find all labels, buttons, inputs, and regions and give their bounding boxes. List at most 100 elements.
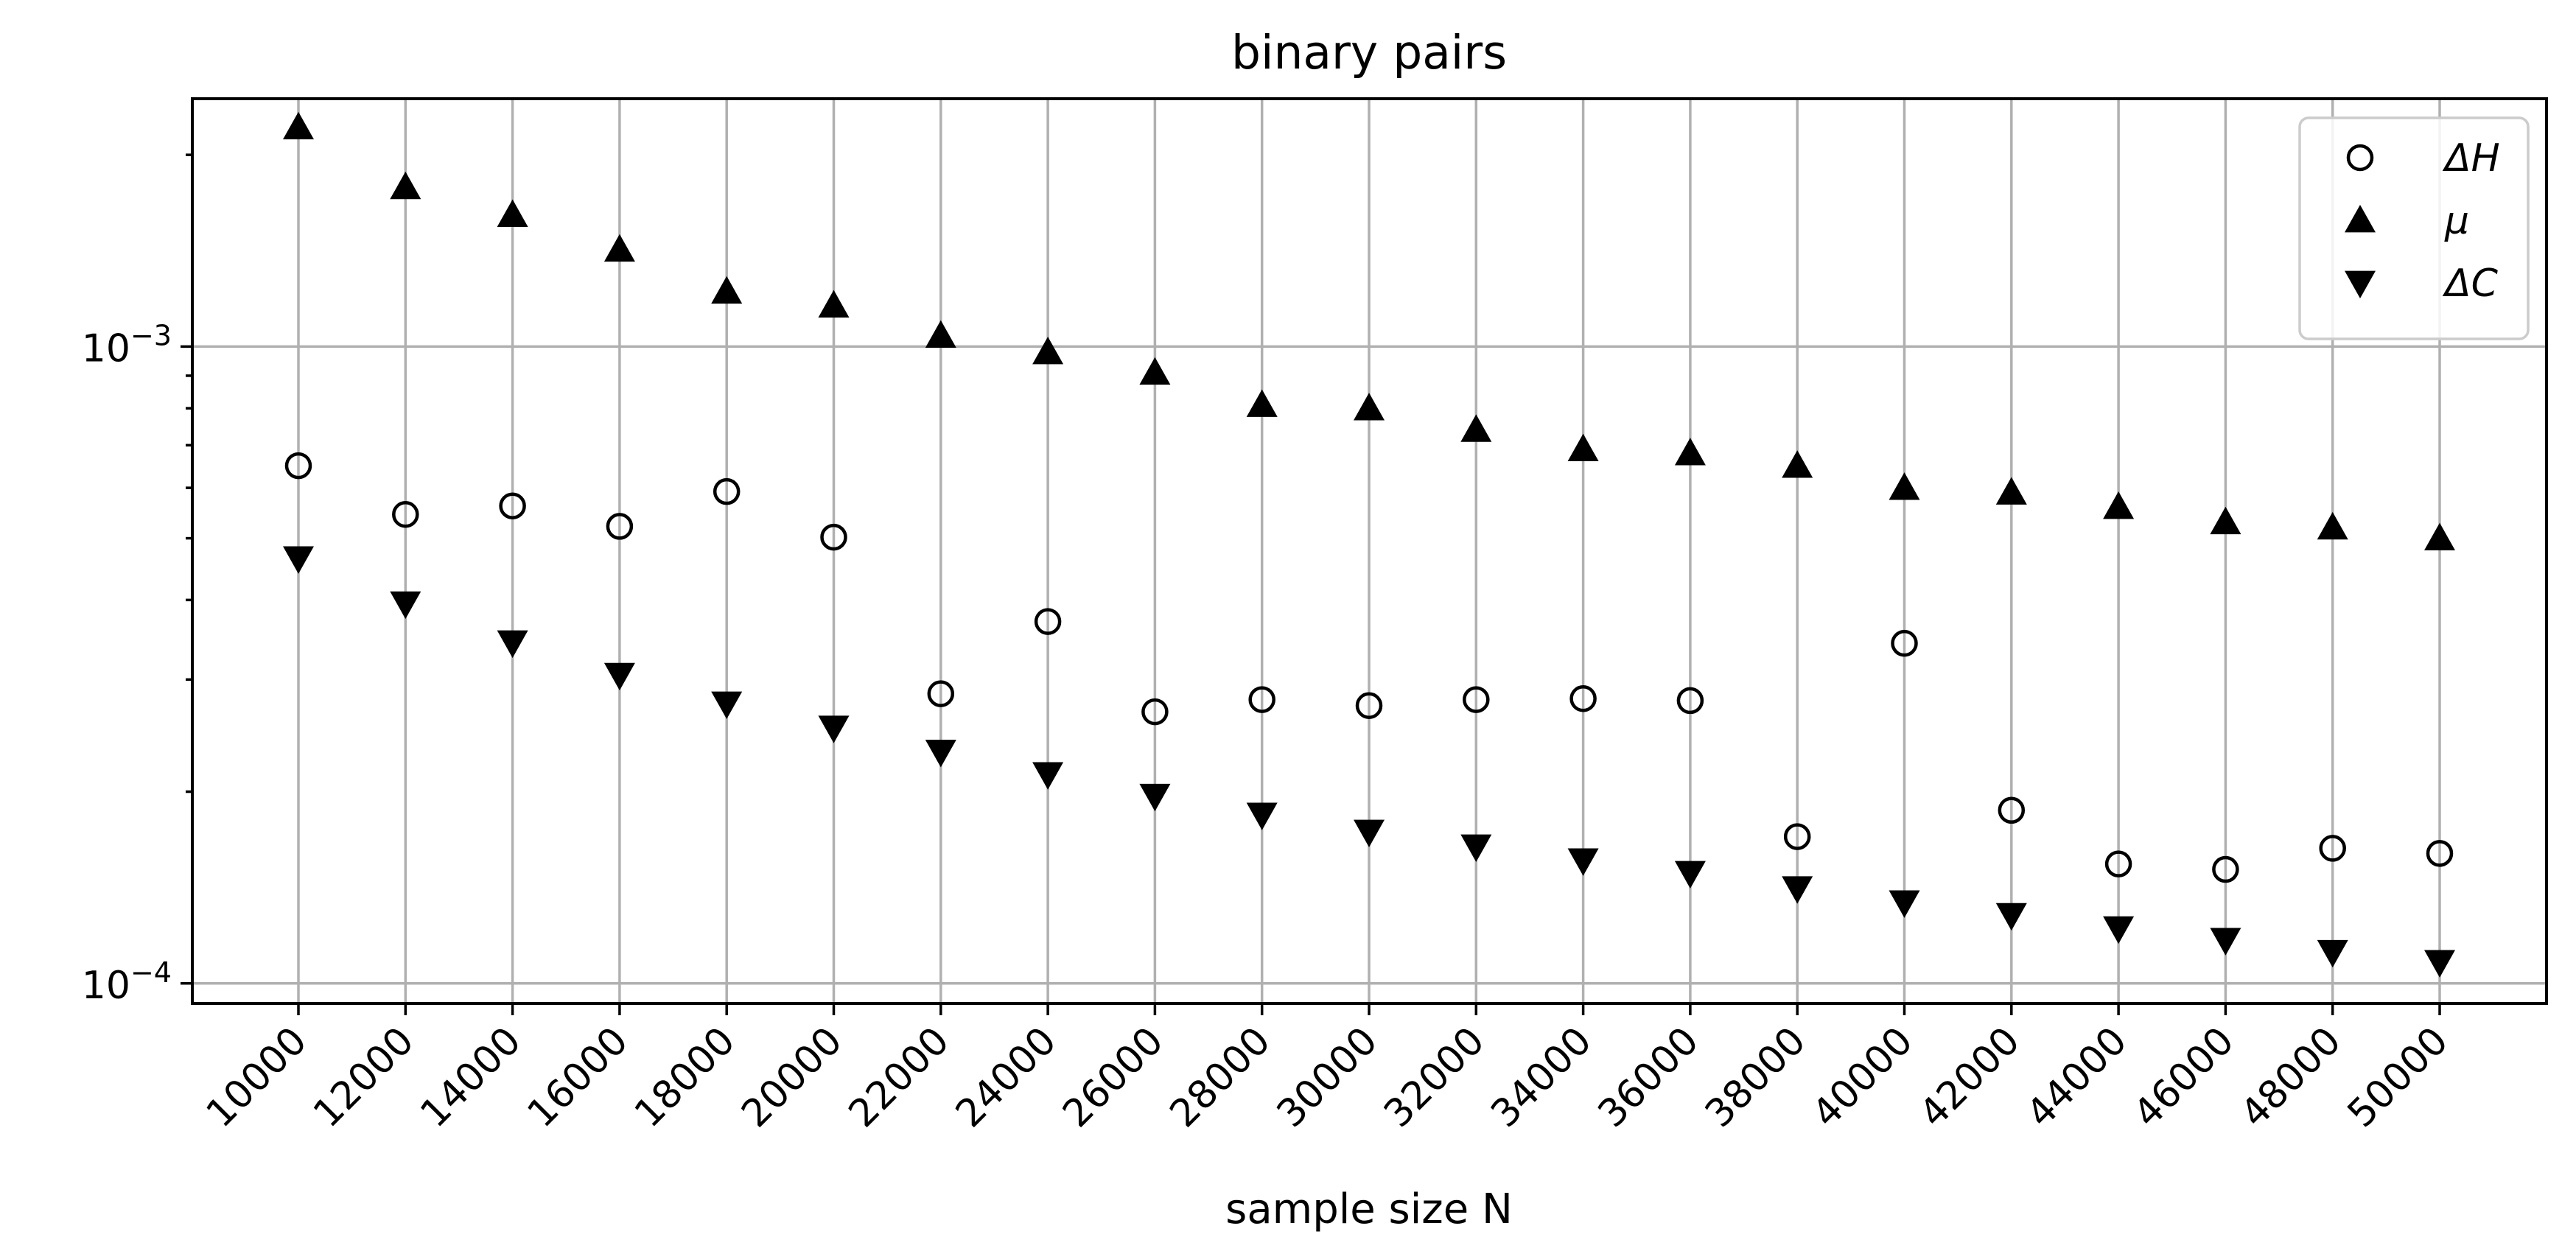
delta-h-point (1141, 698, 1169, 726)
mu-point (2424, 522, 2455, 550)
legend-item-delta-h: ΔH (2346, 136, 2500, 181)
x-tick-label: 46000 (2125, 1019, 2242, 1136)
mu-point (2317, 511, 2348, 540)
delta-h-point (1569, 684, 1597, 712)
mu-point (1674, 438, 1706, 466)
mu-point (1246, 389, 1278, 417)
mu-point (283, 111, 314, 140)
data-markers (283, 111, 2455, 978)
x-tick-label: 30000 (1269, 1019, 1386, 1136)
legend-item-mu: μ (2345, 199, 2469, 243)
x-tick-label: 38000 (1697, 1019, 1814, 1136)
delta-h-point (284, 452, 312, 480)
delta-c-point (497, 630, 528, 659)
delta-h-point (713, 477, 741, 505)
delta-c-point (1246, 802, 1278, 830)
x-tick-label: 24000 (948, 1019, 1065, 1136)
mu-point (603, 234, 635, 262)
y-axis-ticks: 10−4 10−3 (82, 319, 192, 1008)
legend-label: μ (2444, 199, 2469, 243)
x-tick-label: 50000 (2339, 1019, 2457, 1136)
x-tick-label: 34000 (1483, 1019, 1600, 1136)
mu-point (1032, 336, 1064, 365)
delta-h-point (1998, 796, 2026, 824)
x-tick-label: 10000 (198, 1019, 315, 1136)
delta-h-point (1248, 686, 1275, 713)
delta-c-point (603, 662, 635, 691)
delta-c-point (390, 591, 421, 620)
mu-point (1567, 433, 1599, 462)
x-tick-label: 22000 (841, 1019, 958, 1136)
delta-h-point (820, 523, 847, 551)
legend-marker (2345, 205, 2376, 233)
x-tick-label: 18000 (626, 1019, 743, 1136)
x-tick-label: 42000 (1911, 1019, 2029, 1136)
delta-c-point (1032, 762, 1064, 790)
delta-h-point (499, 492, 526, 519)
delta-h-point (1034, 608, 1062, 635)
mu-point (711, 276, 743, 304)
mu-point (1889, 472, 1920, 500)
y-tick-label: 10−4 (82, 956, 172, 1008)
x-tick-label: 20000 (733, 1019, 850, 1136)
mu-point (925, 320, 956, 348)
legend: ΔH μ ΔC (2298, 116, 2530, 340)
mu-point (1354, 393, 1385, 421)
x-tick-label: 40000 (1804, 1019, 1921, 1136)
x-tick-label: 12000 (305, 1019, 422, 1136)
delta-c-point (818, 715, 850, 743)
delta-c-point (1995, 903, 2027, 931)
legend-label: ΔH (2442, 136, 2500, 181)
delta-c-point (711, 691, 743, 720)
legend-marker (2345, 270, 2376, 298)
delta-h-point (1676, 687, 1704, 715)
x-axis-label: sample size N (1225, 1185, 1513, 1233)
delta-c-point (2317, 939, 2348, 968)
x-tick-label: 32000 (1376, 1019, 1493, 1136)
legend-marker (2346, 144, 2374, 172)
mu-point (2210, 506, 2241, 535)
delta-c-point (1567, 848, 1599, 876)
delta-c-point (1460, 834, 1492, 863)
x-tick-label: 16000 (519, 1019, 637, 1136)
delta-c-point (1674, 861, 1706, 889)
mu-point (1782, 450, 1813, 478)
y-tick-label: 10−3 (82, 319, 172, 371)
legend-item-delta-c: ΔC (2345, 262, 2499, 306)
mu-point (497, 199, 528, 227)
delta-c-point (1889, 890, 1920, 918)
x-tick-label: 28000 (1161, 1019, 1278, 1136)
mu-point (2103, 491, 2135, 519)
grid-lines (192, 99, 2547, 1003)
chart-title: binary pairs (1231, 26, 1507, 80)
delta-h-point (1891, 629, 1918, 657)
delta-h-point (2104, 850, 2132, 877)
delta-c-point (925, 740, 956, 768)
x-tick-label: 36000 (1590, 1019, 1707, 1136)
mu-point (1460, 414, 1492, 442)
delta-c-point (2424, 950, 2455, 978)
mu-point (818, 290, 850, 318)
delta-c-point (2103, 916, 2135, 945)
delta-h-point (392, 500, 419, 528)
delta-c-point (1354, 819, 1385, 847)
x-tick-label: 26000 (1054, 1019, 1172, 1136)
x-tick-label: 14000 (412, 1019, 529, 1136)
delta-h-point (2426, 840, 2454, 867)
delta-h-point (2212, 855, 2239, 883)
delta-h-point (1463, 686, 1490, 713)
delta-h-point (1783, 823, 1811, 850)
mu-point (390, 171, 421, 200)
delta-h-point (606, 513, 634, 540)
delta-h-point (927, 680, 955, 707)
delta-h-point (1355, 692, 1383, 720)
mu-point (1995, 477, 2027, 505)
x-tick-label: 48000 (2232, 1019, 2349, 1136)
mu-point (1139, 357, 1171, 385)
delta-c-point (1782, 876, 1813, 904)
delta-c-point (1139, 783, 1171, 812)
delta-h-point (2319, 835, 2346, 862)
x-axis-ticks: 1000012000140001600018000200002200024000… (198, 1003, 2457, 1136)
delta-c-point (2210, 928, 2241, 956)
